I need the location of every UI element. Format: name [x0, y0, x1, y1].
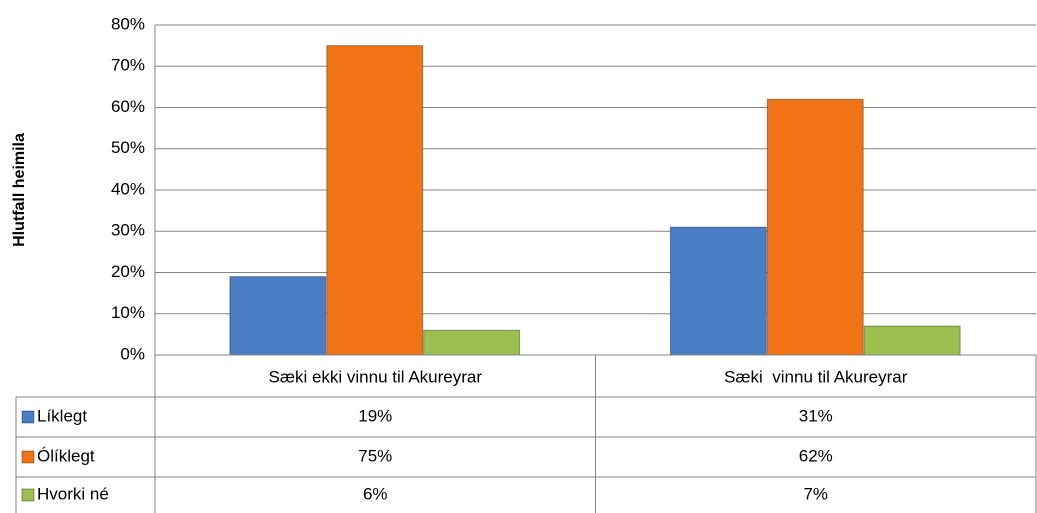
bar: [863, 325, 961, 356]
table-value: 19%: [358, 406, 392, 425]
bar: [766, 98, 864, 356]
legend-label: Hvorki né: [37, 484, 109, 503]
bar: [423, 329, 521, 356]
table-value: 75%: [358, 446, 392, 465]
legend-label: Líklegt: [37, 406, 87, 425]
category-label: Sæki ekki vinnu til Akureyrar: [268, 367, 482, 386]
y-tick-label: 80%: [111, 14, 145, 33]
legend-key: [21, 450, 35, 464]
y-axis-title: Hlutfall heimila: [11, 133, 28, 247]
table-value: 62%: [799, 446, 833, 465]
y-tick-label: 20%: [111, 262, 145, 281]
y-tick-label: 30%: [111, 221, 145, 240]
bar: [229, 276, 327, 356]
table-value: 7%: [803, 484, 828, 503]
table-value: 31%: [799, 406, 833, 425]
legend-label: Ólíklegt: [37, 446, 95, 465]
y-tick-label: 70%: [111, 56, 145, 75]
y-tick-label: 10%: [111, 303, 145, 322]
bar: [326, 45, 424, 356]
y-tick-label: 60%: [111, 97, 145, 116]
category-label: Sæki vinnu til Akureyrar: [724, 367, 908, 386]
bar: [669, 226, 767, 356]
y-tick-label: 40%: [111, 179, 145, 198]
y-tick-label: 50%: [111, 138, 145, 157]
y-tick-label: 0%: [120, 344, 145, 363]
table-value: 6%: [363, 484, 388, 503]
legend-key: [21, 410, 35, 424]
legend-key: [21, 488, 35, 502]
